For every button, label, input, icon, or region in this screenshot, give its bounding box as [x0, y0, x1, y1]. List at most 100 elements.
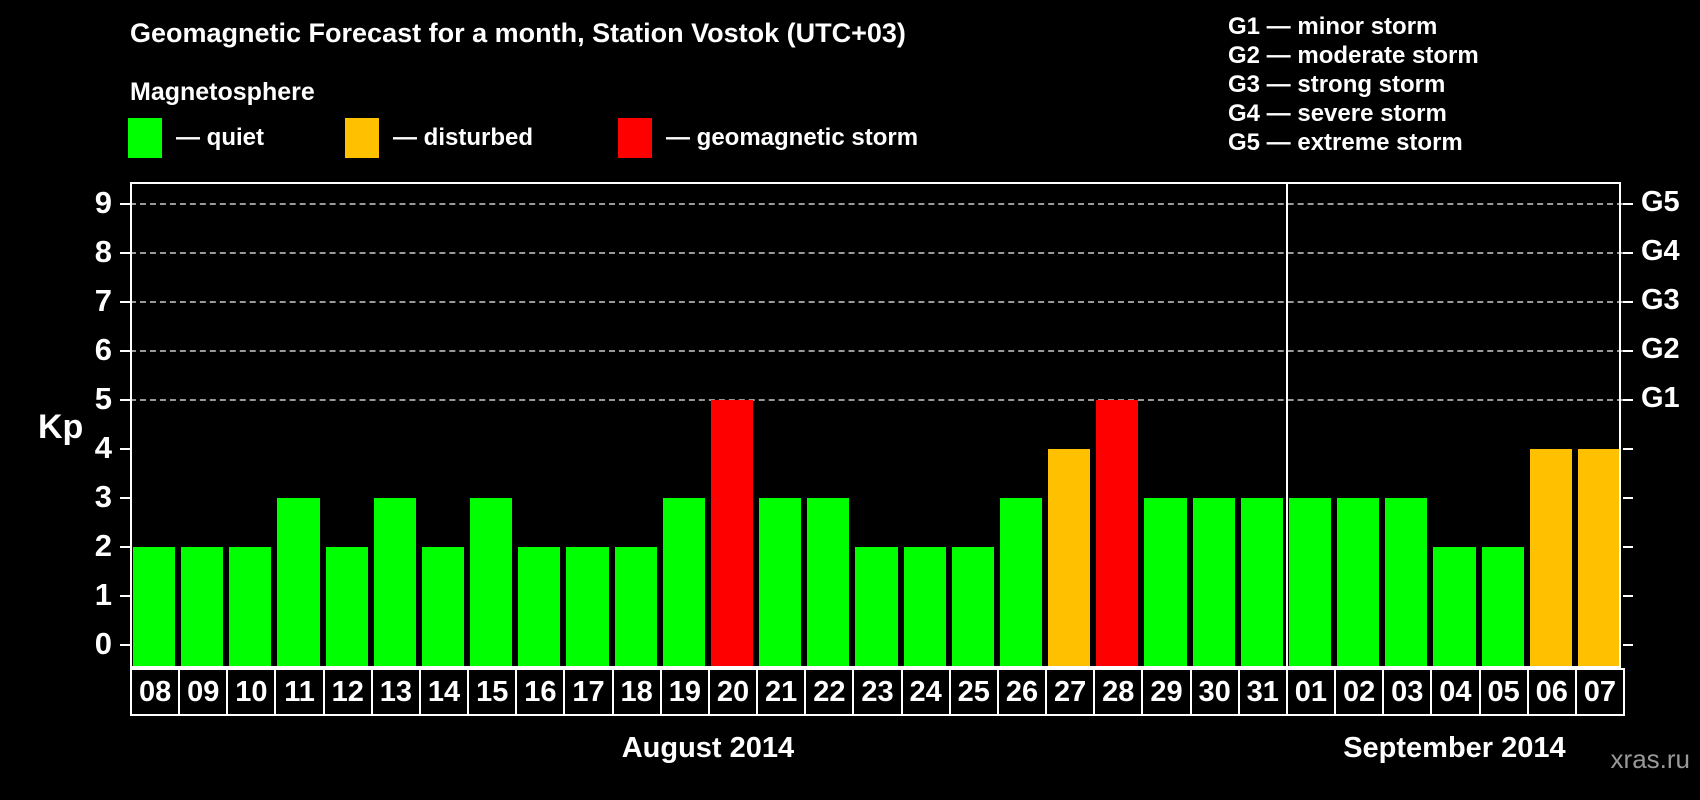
kp-bar-day-20 — [710, 400, 754, 668]
date-label-30: 30 — [1189, 668, 1240, 716]
date-label-09: 09 — [178, 668, 229, 716]
storm-scale-line-2: G2 — moderate storm — [1228, 42, 1479, 69]
storm-scale-line-3: G3 — strong storm — [1228, 71, 1446, 98]
y-tick-left-8 — [120, 252, 130, 254]
y-tick-right-8 — [1623, 252, 1633, 254]
month-separator-line — [1285, 182, 1288, 668]
y-tick-label-1: 1 — [94, 577, 112, 612]
date-label-31: 31 — [1237, 668, 1288, 716]
y-tick-left-5 — [120, 399, 130, 401]
date-label-22: 22 — [804, 668, 855, 716]
y-tick-left-6 — [120, 350, 130, 352]
gridline-kp8 — [130, 252, 1623, 254]
y-tick-left-9 — [120, 203, 130, 205]
chart-title: Geomagnetic Forecast for a month, Statio… — [130, 18, 906, 48]
y-tick-label-4: 4 — [94, 430, 112, 465]
kp-bar-day-05 — [1481, 547, 1524, 668]
kp-bar-day-07 — [1577, 449, 1620, 668]
y-tick-right-6 — [1623, 350, 1633, 352]
y-tick-left-7 — [120, 301, 130, 303]
date-label-18: 18 — [611, 668, 662, 716]
date-label-29: 29 — [1141, 668, 1192, 716]
storm-scale-line-1: G1 — minor storm — [1228, 13, 1438, 40]
month-label-september: September 2014 — [1343, 732, 1566, 764]
legend-item-storm: — geomagnetic storm — [618, 118, 918, 158]
kp-bar-day-15 — [470, 498, 513, 668]
date-label-11: 11 — [274, 668, 325, 716]
y-tick-label-6: 6 — [94, 332, 112, 367]
date-label-19: 19 — [659, 668, 710, 716]
kp-bar-day-17 — [566, 547, 609, 668]
gridline-kp5 — [130, 399, 1623, 401]
kp-bar-day-21 — [759, 498, 802, 668]
date-label-05: 05 — [1478, 668, 1529, 716]
right-axis-label-G4: G4 — [1641, 235, 1680, 267]
storm-scale-legend: G1 — minor storm G2 — moderate storm G3 — … — [1228, 12, 1479, 157]
date-label-28: 28 — [1093, 668, 1144, 716]
date-label-13: 13 — [370, 668, 421, 716]
kp-bar-day-18 — [614, 547, 657, 668]
y-tick-left-4 — [120, 448, 130, 450]
kp-bar-day-08 — [133, 547, 176, 668]
date-label-24: 24 — [900, 668, 951, 716]
gridline-kp7 — [130, 301, 1623, 303]
y-tick-label-9: 9 — [94, 185, 112, 220]
kp-bar-day-06 — [1529, 449, 1572, 668]
y-tick-label-3: 3 — [94, 479, 112, 514]
kp-bar-day-24 — [903, 547, 946, 668]
y-tick-right-5 — [1623, 399, 1633, 401]
legend-item-disturbed: — disturbed — [345, 118, 533, 158]
date-label-26: 26 — [996, 668, 1048, 716]
kp-bar-day-02 — [1337, 498, 1380, 668]
y-tick-right-3 — [1623, 497, 1633, 499]
kp-bar-day-16 — [518, 547, 561, 668]
storm-scale-line-5: G5 — extreme storm — [1228, 129, 1463, 156]
kp-bar-day-10 — [229, 547, 272, 668]
legend-label-storm: — geomagnetic storm — [666, 124, 919, 151]
kp-bar-day-11 — [277, 498, 320, 668]
date-label-27: 27 — [1045, 668, 1096, 716]
y-axis-title: Kp — [38, 408, 84, 446]
date-label-14: 14 — [418, 668, 470, 716]
date-label-07: 07 — [1574, 668, 1625, 716]
date-label-06: 06 — [1526, 668, 1577, 716]
right-axis-label-G3: G3 — [1641, 284, 1680, 316]
legend-item-quiet: — quiet — [128, 118, 264, 158]
gridline-kp6 — [130, 350, 1623, 352]
date-label-23: 23 — [852, 668, 903, 716]
date-label-12: 12 — [322, 668, 373, 716]
date-label-04: 04 — [1430, 668, 1481, 716]
date-label-02: 02 — [1334, 668, 1385, 716]
quiet-color-swatch — [128, 118, 162, 158]
y-tick-right-9 — [1623, 203, 1633, 205]
watermark: xras.ru — [1610, 744, 1690, 774]
kp-bar-day-12 — [325, 547, 368, 668]
magnetosphere-label: Magnetosphere — [130, 78, 315, 106]
kp-bar-day-28 — [1096, 400, 1139, 668]
date-label-25: 25 — [948, 668, 999, 716]
kp-bar-day-29 — [1144, 498, 1187, 668]
disturbed-color-swatch — [345, 118, 379, 158]
kp-bar-day-13 — [373, 498, 416, 668]
y-tick-right-7 — [1623, 301, 1633, 303]
y-tick-left-0 — [120, 644, 130, 646]
month-label-august: August 2014 — [621, 732, 795, 764]
date-label-08: 08 — [130, 668, 181, 716]
right-axis-label-G2: G2 — [1641, 333, 1680, 365]
storm-scale-line-4: G4 — severe storm — [1228, 100, 1447, 127]
date-label-20: 20 — [707, 668, 759, 716]
kp-bar-day-26 — [999, 498, 1043, 668]
kp-bar-day-19 — [662, 498, 705, 668]
kp-bar-day-23 — [855, 547, 898, 668]
legend-label-disturbed: — disturbed — [393, 124, 534, 151]
date-label-10: 10 — [226, 668, 277, 716]
y-tick-right-2 — [1623, 546, 1633, 548]
date-label-15: 15 — [467, 668, 518, 716]
gridline-kp9 — [130, 203, 1623, 205]
y-tick-label-5: 5 — [94, 381, 112, 416]
right-axis-label-G1: G1 — [1641, 382, 1680, 414]
kp-bar-day-03 — [1385, 498, 1428, 668]
y-tick-right-0 — [1623, 644, 1633, 646]
date-label-03: 03 — [1382, 668, 1433, 716]
